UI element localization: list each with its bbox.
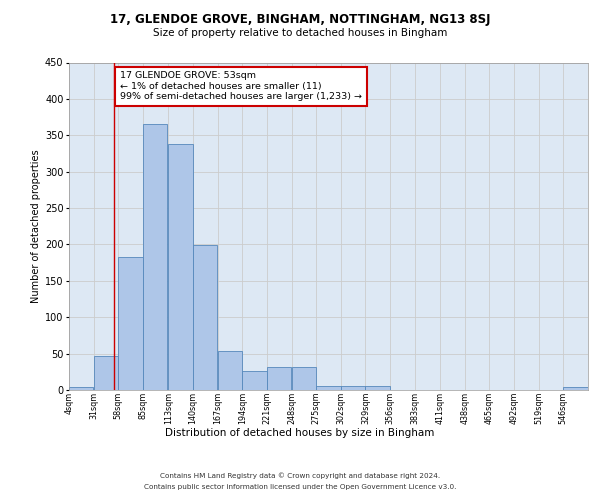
Bar bbox=[143, 124, 167, 390]
Y-axis label: Number of detached properties: Number of detached properties bbox=[31, 150, 41, 303]
Bar bbox=[563, 387, 588, 390]
Bar bbox=[242, 371, 266, 390]
Text: Distribution of detached houses by size in Bingham: Distribution of detached houses by size … bbox=[166, 428, 434, 438]
Bar bbox=[169, 144, 193, 390]
Bar bbox=[193, 245, 217, 390]
Bar bbox=[94, 356, 118, 390]
Text: Contains HM Land Registry data © Crown copyright and database right 2024.: Contains HM Land Registry data © Crown c… bbox=[160, 472, 440, 479]
Text: 17 GLENDOE GROVE: 53sqm
← 1% of detached houses are smaller (11)
99% of semi-det: 17 GLENDOE GROVE: 53sqm ← 1% of detached… bbox=[120, 71, 362, 101]
Text: Size of property relative to detached houses in Bingham: Size of property relative to detached ho… bbox=[153, 28, 447, 38]
Bar bbox=[316, 386, 341, 390]
Bar bbox=[218, 350, 242, 390]
Text: 17, GLENDOE GROVE, BINGHAM, NOTTINGHAM, NG13 8SJ: 17, GLENDOE GROVE, BINGHAM, NOTTINGHAM, … bbox=[110, 12, 490, 26]
Text: Contains public sector information licensed under the Open Government Licence v3: Contains public sector information licen… bbox=[144, 484, 456, 490]
Bar bbox=[341, 386, 365, 390]
Bar bbox=[267, 368, 291, 390]
Bar bbox=[292, 366, 316, 390]
Bar bbox=[365, 386, 390, 390]
Bar bbox=[69, 387, 94, 390]
Bar bbox=[118, 257, 143, 390]
